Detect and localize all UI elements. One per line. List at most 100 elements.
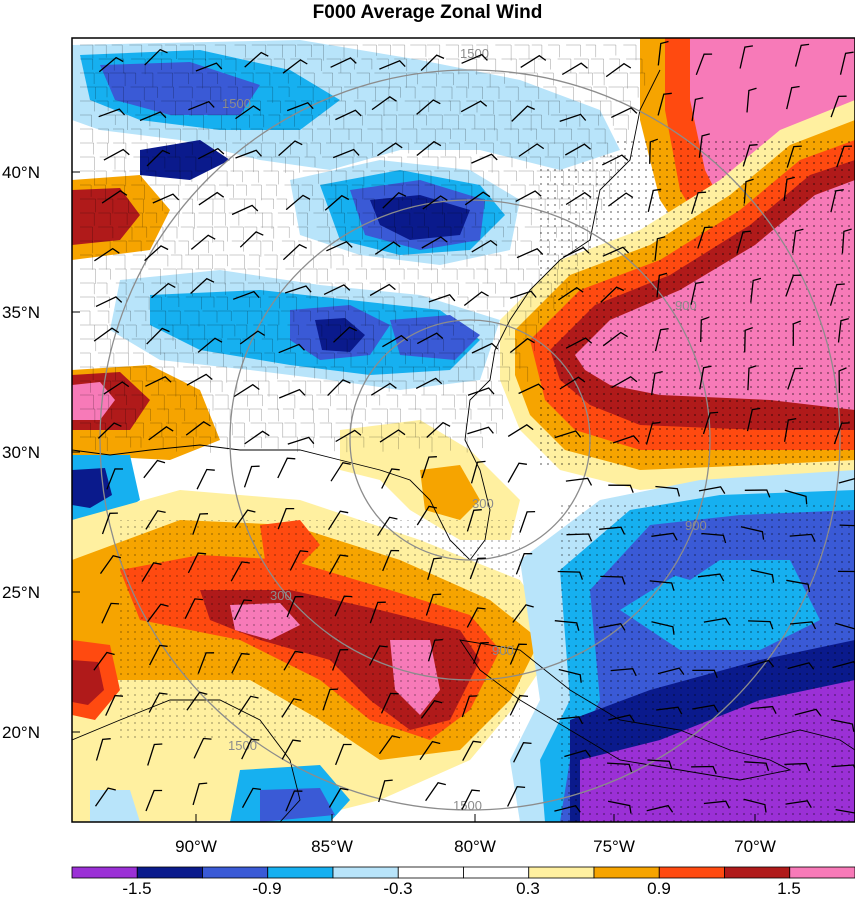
county-boundary xyxy=(421,394,437,409)
county-boundary xyxy=(132,282,144,294)
county-boundary xyxy=(265,268,277,283)
county-boundary xyxy=(381,240,397,257)
county-boundary xyxy=(421,86,436,101)
wind-barb xyxy=(187,552,207,574)
lon-label-90w: 90°W xyxy=(175,837,217,856)
county-boundary xyxy=(316,128,331,143)
county-boundary xyxy=(128,212,143,228)
county-boundary xyxy=(458,310,475,323)
ring-300 xyxy=(349,319,591,561)
county-boundary xyxy=(113,338,129,354)
wind-barb xyxy=(286,595,304,618)
county-boundary xyxy=(125,408,136,422)
county-boundary xyxy=(403,422,416,438)
county-boundary xyxy=(498,380,509,392)
county-boundary xyxy=(509,268,524,281)
county-boundary xyxy=(300,422,315,439)
county-boundary xyxy=(300,436,314,448)
county-boundary xyxy=(421,128,436,145)
county-boundary xyxy=(614,128,627,144)
county-boundary xyxy=(123,72,136,85)
colorbar-label-2: -0.3 xyxy=(383,879,412,898)
county-boundary xyxy=(471,128,485,141)
county-boundary xyxy=(394,58,407,72)
wind-barb xyxy=(557,570,584,580)
county-boundary xyxy=(96,142,108,156)
county-boundary xyxy=(166,282,179,298)
county-boundary xyxy=(163,268,177,285)
county-boundary xyxy=(216,296,228,310)
county-boundary xyxy=(378,44,391,56)
county-boundary xyxy=(366,394,380,406)
county-boundary xyxy=(80,254,93,270)
county-boundary xyxy=(114,212,128,225)
wind-barb xyxy=(233,599,252,621)
county-boundary xyxy=(129,170,142,182)
county-boundary xyxy=(460,184,473,198)
wind-barb xyxy=(743,178,754,204)
county-boundary xyxy=(386,254,400,266)
county-boundary xyxy=(250,408,262,422)
wind-barb xyxy=(744,489,771,498)
wind-barb xyxy=(651,621,675,635)
county-boundary xyxy=(242,86,253,99)
wind-barb xyxy=(466,509,482,532)
county-boundary xyxy=(247,394,263,407)
county-boundary xyxy=(276,198,287,210)
county-boundary xyxy=(422,268,438,283)
county-boundary xyxy=(562,184,574,196)
county-boundary xyxy=(496,366,510,381)
county-boundary xyxy=(302,128,313,142)
county-boundary xyxy=(196,170,208,182)
wind-barb xyxy=(647,188,662,213)
county-boundary xyxy=(111,86,124,103)
wind-barb xyxy=(241,787,261,809)
county-boundary xyxy=(520,240,532,253)
county-boundary xyxy=(109,324,124,340)
wind-barb xyxy=(564,143,592,156)
county-boundary xyxy=(113,128,124,144)
county-boundary xyxy=(598,170,610,182)
county-boundary xyxy=(573,58,589,74)
county-boundary xyxy=(230,100,244,114)
wind-barb xyxy=(330,461,351,482)
county-boundary xyxy=(214,268,226,285)
county-boundary xyxy=(615,100,631,113)
wind-barb xyxy=(278,140,303,157)
wind-barb xyxy=(513,742,532,763)
county-boundary xyxy=(430,380,444,396)
county-boundary xyxy=(492,184,508,198)
county-boundary xyxy=(214,212,226,226)
county-boundary xyxy=(524,86,539,100)
county-boundary xyxy=(129,44,142,57)
county-boundary xyxy=(198,198,214,213)
wind-barbs xyxy=(93,40,855,814)
colorbar-swatch-0 xyxy=(71,866,138,879)
county-boundary xyxy=(459,156,472,171)
county-boundary xyxy=(356,156,368,169)
county-boundary xyxy=(163,352,179,368)
county-boundary xyxy=(581,142,592,157)
county-boundary xyxy=(127,100,141,114)
county-boundary xyxy=(283,128,300,140)
wind-barb xyxy=(657,40,669,66)
county-boundary xyxy=(367,310,380,326)
yucatan-outline xyxy=(72,699,301,822)
county-boundary xyxy=(385,226,396,241)
wind-barb xyxy=(285,790,303,812)
county-boundary xyxy=(80,100,95,112)
county-boundary xyxy=(298,254,314,268)
county-boundary xyxy=(382,212,395,228)
county-boundary xyxy=(581,156,594,172)
county-boundary xyxy=(131,380,143,396)
county-boundary xyxy=(229,226,244,240)
county-boundary xyxy=(623,86,639,98)
county-boundary xyxy=(413,114,427,126)
wind-barb xyxy=(421,236,448,249)
county-boundary xyxy=(264,352,275,364)
county-boundary xyxy=(477,408,492,421)
wind-barb xyxy=(335,429,362,443)
county-boundary xyxy=(557,226,572,242)
wind-barb xyxy=(610,668,637,677)
wind-barb xyxy=(792,320,802,346)
